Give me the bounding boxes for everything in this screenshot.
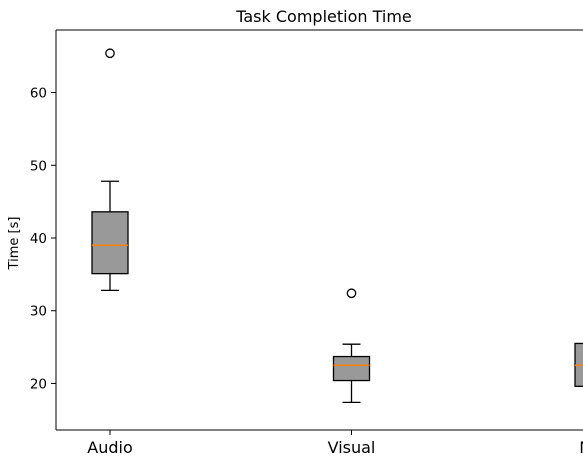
y-tick-label: 60 bbox=[30, 86, 47, 102]
box-audio bbox=[91, 211, 129, 275]
y-tick-label: 30 bbox=[30, 304, 47, 320]
box-visual bbox=[332, 355, 371, 382]
y-tick-label: 40 bbox=[30, 231, 47, 247]
outlier-point-visual bbox=[346, 288, 357, 299]
x-tick-label: MM bbox=[579, 438, 583, 457]
y-tick-label: 50 bbox=[30, 158, 47, 174]
plot-area: 20 30 40 50 60 Audio Visual MM bbox=[30, 29, 583, 457]
y-axis-label: Time [s] bbox=[7, 217, 22, 271]
y-tick-label: 20 bbox=[30, 376, 47, 392]
x-tick-label: Audio bbox=[87, 438, 132, 457]
outlier-point-audio bbox=[105, 48, 115, 59]
chart-title: Task Completion Time bbox=[235, 7, 412, 26]
x-tick-label: Visual bbox=[328, 438, 376, 457]
